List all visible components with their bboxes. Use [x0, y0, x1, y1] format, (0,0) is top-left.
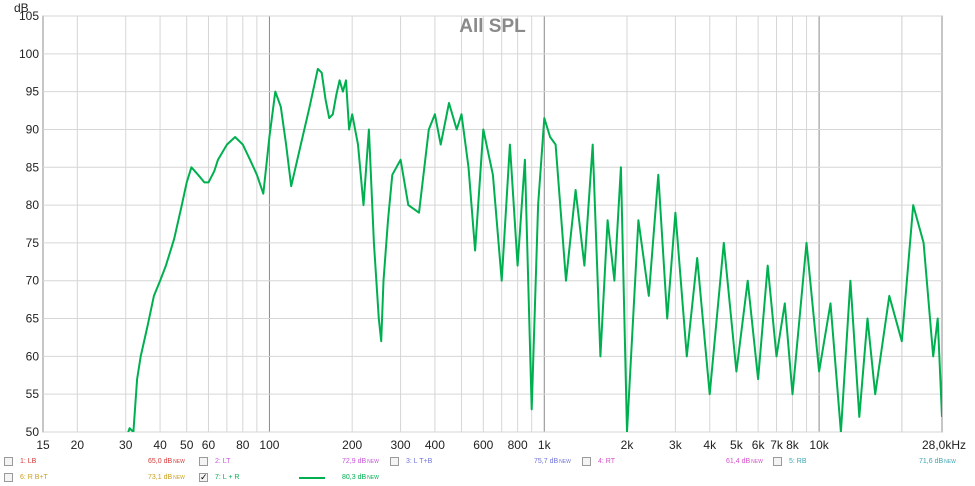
spl-chart: 50 55 60 65 70 75 80 85 90 95 100 105 15 20 30 40 50 60 80…	[14, 1, 966, 452]
legend-item-rbt[interactable]: 6: R B+T 73,1 dBNEW	[4, 470, 199, 486]
y-tick-label: 50	[26, 425, 40, 439]
x-tick-label: 20	[71, 438, 85, 452]
legend-checkbox[interactable]: ✓	[199, 472, 208, 482]
x-tick-label: 3k	[669, 438, 683, 452]
legend-label: 6: R B+T	[20, 474, 48, 481]
legend-checkbox[interactable]	[4, 473, 13, 482]
x-tick-label: 6k	[752, 438, 766, 452]
legend: 1: LB 65,0 dBNEW 2: LT 72,9 dBNEW 3: L T…	[0, 452, 975, 486]
legend-value: 80,3 dBNEW	[342, 474, 379, 481]
x-tick-label: 50	[180, 438, 194, 452]
legend-checkbox[interactable]	[582, 457, 591, 466]
legend-label: 4: RT	[598, 458, 615, 465]
x-tick-label: 1k	[538, 438, 552, 452]
x-tick-label: 5k	[730, 438, 744, 452]
x-tick-label: 2k	[621, 438, 635, 452]
legend-value: 73,1 dBNEW	[148, 474, 185, 481]
legend-checkbox[interactable]	[4, 457, 13, 466]
legend-label: 5: RB	[789, 458, 807, 465]
x-tick-label: 8k	[786, 438, 800, 452]
legend-value: 75,7 dBNEW	[534, 458, 571, 465]
y-tick-label: 65	[26, 312, 40, 326]
y-axis-label: dB	[14, 1, 29, 15]
x-tick-label: 400	[425, 438, 445, 452]
x-tick-label: 800	[508, 438, 528, 452]
y-tick-label: 85	[26, 160, 40, 174]
y-tick-label: 70	[26, 274, 40, 288]
x-tick-label: 200	[342, 438, 362, 452]
legend-checkbox[interactable]	[773, 457, 782, 466]
legend-value: 61,4 dBNEW	[726, 458, 763, 465]
x-tick-label: 600	[473, 438, 493, 452]
legend-item-lt[interactable]: 2: LT 72,9 dBNEW	[199, 454, 394, 470]
series-line	[127, 67, 942, 432]
y-tick-label: 55	[26, 387, 40, 401]
y-tick-label: 90	[26, 122, 40, 136]
x-tick-label: 4k	[703, 438, 717, 452]
y-tick-label: 80	[26, 198, 40, 212]
y-tick-label: 105	[19, 9, 39, 23]
legend-label: 3: L T+B	[406, 458, 433, 465]
y-tick-label: 100	[19, 47, 39, 61]
x-tick-label: 30	[119, 438, 133, 452]
x-tick-label: 15	[36, 438, 50, 452]
y-tick-label: 60	[26, 349, 40, 363]
legend-item-rt[interactable]: 4: RT 61,4 dBNEW	[582, 454, 777, 470]
legend-label: 2: LT	[215, 458, 231, 465]
y-tick-label: 95	[26, 85, 40, 99]
legend-swatch	[299, 477, 325, 479]
x-tick-label: 28,0kHz	[922, 438, 966, 452]
legend-label: 7: L + R	[215, 474, 240, 481]
legend-label: 1: LB	[20, 458, 37, 465]
legend-item-ltb[interactable]: 3: L T+B 75,7 dBNEW	[390, 454, 585, 470]
legend-value: 65,0 dBNEW	[148, 458, 185, 465]
legend-checkbox[interactable]	[199, 457, 208, 466]
x-tick-label: 100	[259, 438, 279, 452]
legend-value: 71,6 dBNEW	[919, 458, 956, 465]
legend-value: 72,9 dBNEW	[342, 458, 379, 465]
legend-item-lb[interactable]: 1: LB 65,0 dBNEW	[4, 454, 199, 470]
x-tick-label: 80	[236, 438, 250, 452]
x-tick-label: 300	[391, 438, 411, 452]
legend-checkbox[interactable]	[390, 457, 399, 466]
y-tick-label: 75	[26, 236, 40, 250]
legend-item-lplusr[interactable]: ✓ 7: L + R 80,3 dBNEW	[199, 470, 394, 486]
legend-item-rb[interactable]: 5: RB 71,6 dBNEW	[773, 454, 973, 470]
x-tick-label: 40	[153, 438, 167, 452]
x-tick-label: 7k	[770, 438, 784, 452]
chart-title: All SPL	[459, 16, 526, 37]
x-tick-label: 10k	[809, 438, 829, 452]
x-tick-label: 60	[202, 438, 216, 452]
